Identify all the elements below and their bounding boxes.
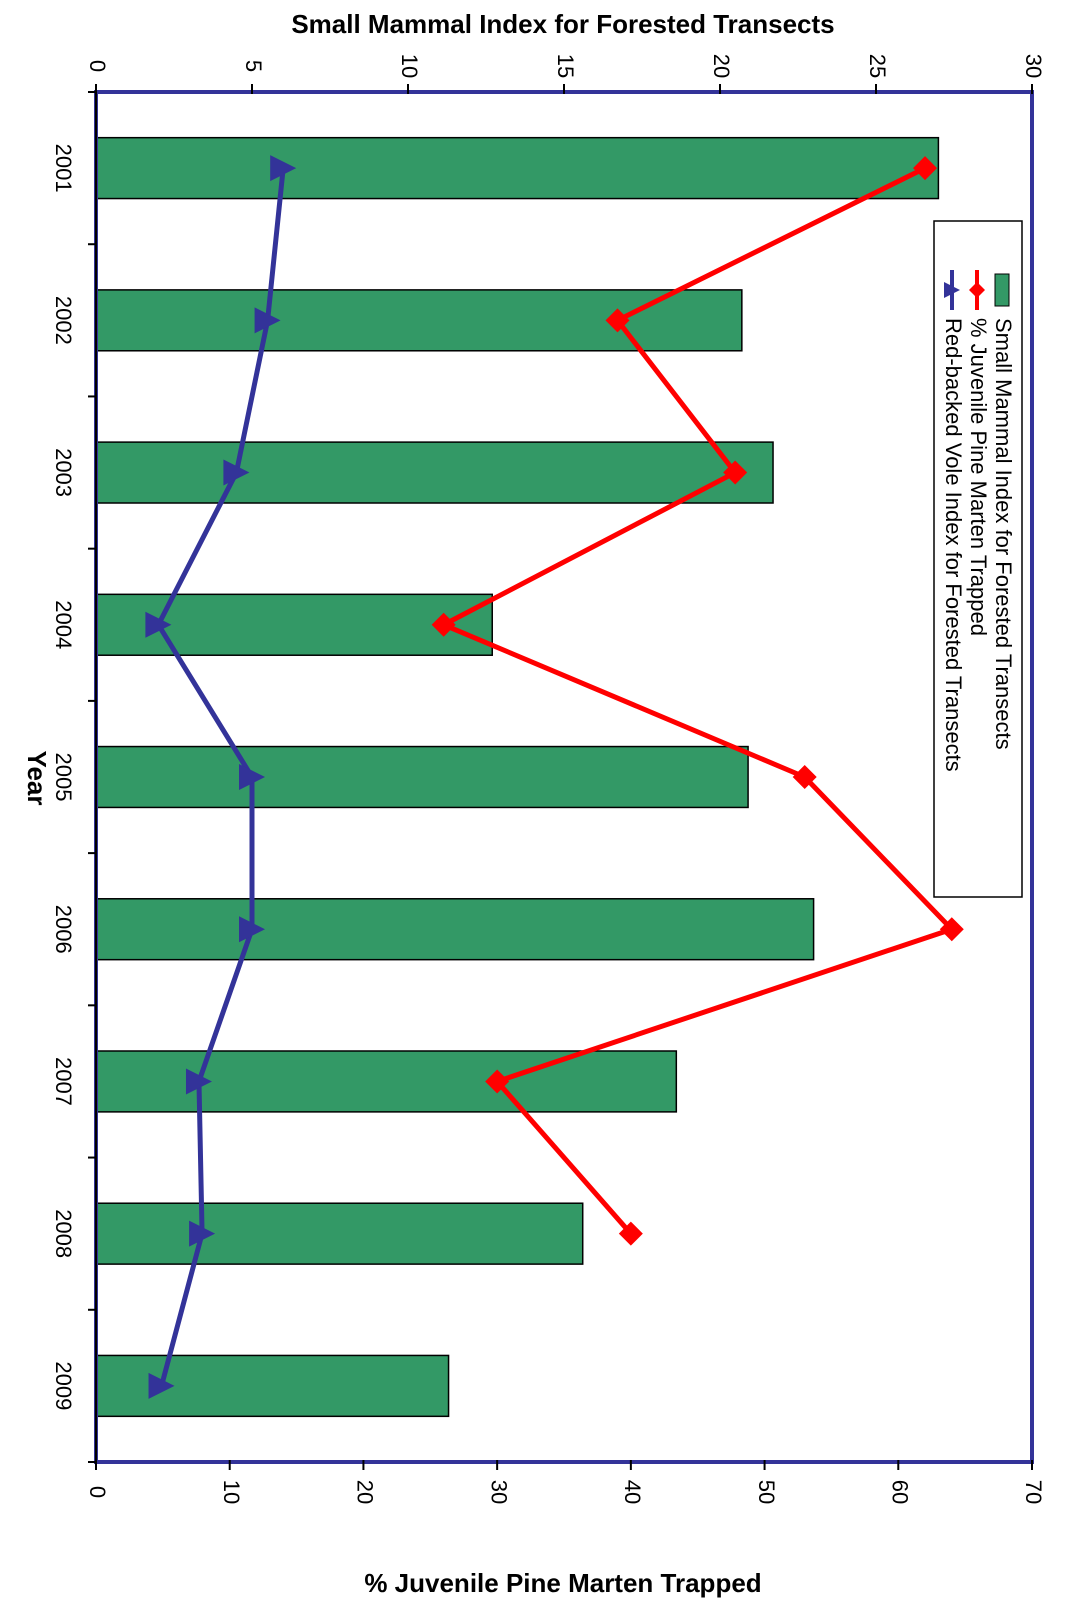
marker-diamond-2003 (723, 460, 748, 485)
bottom-axis-tick-label-10: 10 (219, 1480, 244, 1504)
category-label-2008: 2008 (51, 1209, 76, 1258)
marker-triangle-2006 (239, 916, 265, 943)
top-axis-tick-label-30: 30 (1021, 54, 1046, 78)
marker-diamond-2008 (618, 1221, 643, 1246)
category-label-2007: 2007 (51, 1057, 76, 1106)
legend-box (933, 220, 1023, 898)
category-label-2004: 2004 (51, 600, 76, 649)
bottom-axis-tick-label-20: 20 (353, 1480, 378, 1504)
top-axis-tick-label-25: 25 (865, 54, 890, 78)
top-axis-tick-label-10: 10 (397, 54, 422, 78)
top-axis-tick-label-15: 15 (553, 54, 578, 78)
marker-triangle-2003 (223, 459, 250, 486)
bar-2007 (95, 1050, 678, 1113)
top-axis-tick-label-20: 20 (709, 54, 734, 78)
bar-2002 (95, 289, 743, 352)
marker-diamond-2007 (485, 1069, 510, 1094)
marker-triangle-2005 (239, 764, 265, 790)
bars-group (95, 136, 940, 1418)
category-label-2009: 2009 (51, 1361, 76, 1410)
bottom-axis-tick-label-50: 50 (754, 1480, 779, 1504)
marker-diamond-2001 (913, 156, 938, 181)
axes-group: 0 5 10 15 20 25 30 0 10 20 30 40 50 60 70 2001 2002 2003 2… (51, 54, 1046, 1504)
bottom-axis-title: % Juvenile Pine Marten Trapped (364, 1568, 761, 1598)
marker-triangle-2001 (270, 155, 297, 182)
bottom-axis-tick-label-0: 0 (85, 1486, 110, 1498)
bottom-axis-tick-label-70: 70 (1021, 1480, 1046, 1504)
category-axis-title: Year (22, 751, 52, 806)
marker-triangle-2007 (185, 1068, 212, 1095)
marker-triangle-2002 (254, 307, 281, 334)
marker-triangle-2009 (148, 1372, 175, 1399)
category-label-2002: 2002 (51, 296, 76, 345)
bar-2003 (95, 441, 774, 504)
top-axis-tick-label-5: 5 (241, 60, 266, 72)
category-label-2001: 2001 (51, 144, 76, 193)
top-axis-title: Small Mammal Index for Forested Transect… (291, 9, 834, 39)
legend-key-diamond (969, 282, 985, 298)
category-label-2006: 2006 (51, 905, 76, 954)
bar-2006 (95, 898, 815, 961)
lines-group (145, 155, 964, 1399)
bar-2005 (95, 745, 749, 809)
bar-2001 (95, 136, 940, 200)
marker-diamond-2002 (605, 308, 630, 333)
bar-2008 (95, 1202, 584, 1265)
legend-key-triangle (944, 282, 960, 298)
marker-triangle-2008 (189, 1220, 216, 1247)
legend: Small Mammal Index for Forested Transect… (933, 220, 1023, 898)
legend-label-0: Small Mammal Index for Forested Transect… (991, 318, 1016, 750)
bottom-axis-tick-label-30: 30 (486, 1480, 511, 1504)
marker-diamond-2004 (431, 612, 456, 637)
marker-diamond-2006 (939, 917, 964, 942)
legend-label-1: % Juvenile Pine Marten Trapped (966, 318, 991, 636)
series-line-0 (441, 165, 955, 1236)
category-label-2005: 2005 (51, 753, 76, 802)
top-axis-tick-label-0: 0 (85, 60, 110, 72)
category-label-2003: 2003 (51, 448, 76, 497)
legend-key-bar (994, 273, 1010, 307)
marker-triangle-2004 (145, 611, 172, 638)
legend-label-2: Red-backed Vole Index for Forested Trans… (941, 318, 966, 772)
marker-diamond-2005 (792, 765, 817, 789)
bottom-axis-tick-label-40: 40 (620, 1480, 645, 1504)
bottom-axis-tick-label-60: 60 (887, 1480, 912, 1504)
